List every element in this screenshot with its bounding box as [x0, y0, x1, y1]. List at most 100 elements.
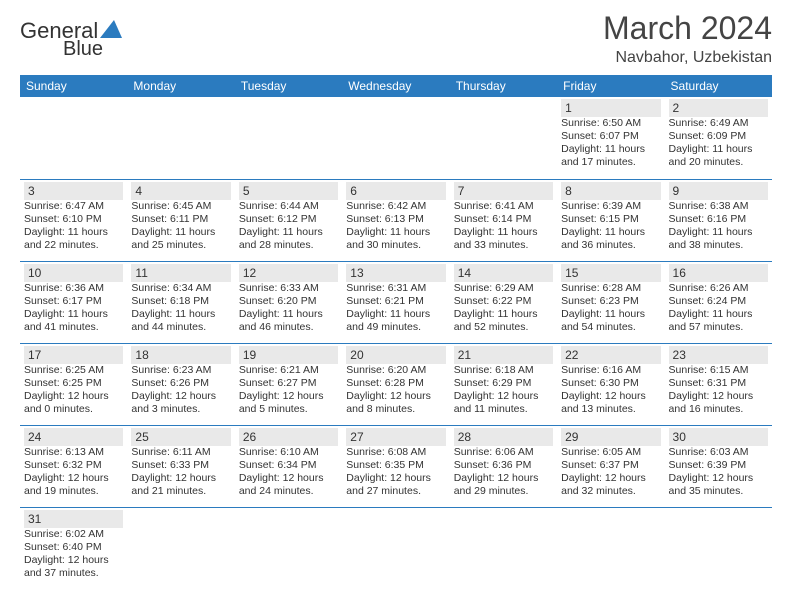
day1-text: Daylight: 11 hours	[24, 226, 123, 239]
day2-text: and 57 minutes.	[669, 321, 768, 334]
day2-text: and 24 minutes.	[239, 485, 338, 498]
calendar-cell: 4Sunrise: 6:45 AMSunset: 6:11 PMDaylight…	[127, 179, 234, 261]
day1-text: Daylight: 11 hours	[346, 308, 445, 321]
day1-text: Daylight: 11 hours	[346, 226, 445, 239]
day-number: 21	[454, 346, 553, 364]
sunset-text: Sunset: 6:11 PM	[131, 213, 230, 226]
day-number: 19	[239, 346, 338, 364]
sunrise-text: Sunrise: 6:50 AM	[561, 117, 660, 130]
calendar-cell	[127, 97, 234, 179]
location-label: Navbahor, Uzbekistan	[603, 49, 772, 67]
calendar-cell: 3Sunrise: 6:47 AMSunset: 6:10 PMDaylight…	[20, 179, 127, 261]
sunset-text: Sunset: 6:15 PM	[561, 213, 660, 226]
calendar-cell	[557, 507, 664, 589]
day2-text: and 21 minutes.	[131, 485, 230, 498]
day1-text: Daylight: 11 hours	[561, 308, 660, 321]
day2-text: and 25 minutes.	[131, 239, 230, 252]
sunrise-text: Sunrise: 6:13 AM	[24, 446, 123, 459]
calendar-cell: 9Sunrise: 6:38 AMSunset: 6:16 PMDaylight…	[665, 179, 772, 261]
day1-text: Daylight: 12 hours	[24, 390, 123, 403]
day-number: 11	[131, 264, 230, 282]
calendar-cell: 6Sunrise: 6:42 AMSunset: 6:13 PMDaylight…	[342, 179, 449, 261]
day2-text: and 33 minutes.	[454, 239, 553, 252]
calendar-cell	[342, 97, 449, 179]
day1-text: Daylight: 12 hours	[239, 390, 338, 403]
sunrise-text: Sunrise: 6:11 AM	[131, 446, 230, 459]
day2-text: and 35 minutes.	[669, 485, 768, 498]
day1-text: Daylight: 11 hours	[24, 308, 123, 321]
sunset-text: Sunset: 6:22 PM	[454, 295, 553, 308]
calendar-cell: 5Sunrise: 6:44 AMSunset: 6:12 PMDaylight…	[235, 179, 342, 261]
calendar-cell: 7Sunrise: 6:41 AMSunset: 6:14 PMDaylight…	[450, 179, 557, 261]
day1-text: Daylight: 11 hours	[669, 308, 768, 321]
calendar-cell	[235, 97, 342, 179]
calendar-cell: 2Sunrise: 6:49 AMSunset: 6:09 PMDaylight…	[665, 97, 772, 179]
day2-text: and 54 minutes.	[561, 321, 660, 334]
calendar-cell: 28Sunrise: 6:06 AMSunset: 6:36 PMDayligh…	[450, 425, 557, 507]
day-number: 1	[561, 99, 660, 117]
day1-text: Daylight: 12 hours	[24, 472, 123, 485]
day2-text: and 49 minutes.	[346, 321, 445, 334]
day-number: 2	[669, 99, 768, 117]
day-header: Tuesday	[235, 75, 342, 97]
sunset-text: Sunset: 6:17 PM	[24, 295, 123, 308]
sunrise-text: Sunrise: 6:34 AM	[131, 282, 230, 295]
day2-text: and 22 minutes.	[24, 239, 123, 252]
sunset-text: Sunset: 6:32 PM	[24, 459, 123, 472]
day-number: 25	[131, 428, 230, 446]
sunset-text: Sunset: 6:14 PM	[454, 213, 553, 226]
sunset-text: Sunset: 6:40 PM	[24, 541, 123, 554]
calendar-cell: 22Sunrise: 6:16 AMSunset: 6:30 PMDayligh…	[557, 343, 664, 425]
day1-text: Daylight: 11 hours	[239, 226, 338, 239]
day1-text: Daylight: 12 hours	[239, 472, 338, 485]
sunset-text: Sunset: 6:31 PM	[669, 377, 768, 390]
calendar-cell	[20, 97, 127, 179]
calendar-row: 31Sunrise: 6:02 AMSunset: 6:40 PMDayligh…	[20, 507, 772, 589]
calendar-cell: 21Sunrise: 6:18 AMSunset: 6:29 PMDayligh…	[450, 343, 557, 425]
day1-text: Daylight: 11 hours	[669, 143, 768, 156]
day1-text: Daylight: 12 hours	[561, 390, 660, 403]
day-number: 15	[561, 264, 660, 282]
calendar-row: 1Sunrise: 6:50 AMSunset: 6:07 PM Daylight…	[20, 97, 772, 179]
day-number: 14	[454, 264, 553, 282]
day2-text: and 29 minutes.	[454, 485, 553, 498]
calendar-cell: 31Sunrise: 6:02 AMSunset: 6:40 PMDayligh…	[20, 507, 127, 589]
sunrise-text: Sunrise: 6:20 AM	[346, 364, 445, 377]
sunrise-text: Sunrise: 6:36 AM	[24, 282, 123, 295]
sunrise-text: Sunrise: 6:47 AM	[24, 200, 123, 213]
sunset-text: Sunset: 6:25 PM	[24, 377, 123, 390]
calendar-cell: 11Sunrise: 6:34 AMSunset: 6:18 PMDayligh…	[127, 261, 234, 343]
sunset-text: Sunset: 6:13 PM	[346, 213, 445, 226]
sunrise-text: Sunrise: 6:08 AM	[346, 446, 445, 459]
day2-text: and 17 minutes.	[561, 156, 660, 169]
sunset-text: Sunset: 6:07 PM	[561, 130, 660, 143]
calendar-cell: 8Sunrise: 6:39 AMSunset: 6:15 PMDaylight…	[557, 179, 664, 261]
day-number: 12	[239, 264, 338, 282]
calendar-cell	[342, 507, 449, 589]
day2-text: and 5 minutes.	[239, 403, 338, 416]
day1-text: Daylight: 12 hours	[346, 390, 445, 403]
sunset-text: Sunset: 6:37 PM	[561, 459, 660, 472]
day1-text: Daylight: 11 hours	[669, 226, 768, 239]
day-header: Thursday	[450, 75, 557, 97]
day-number: 23	[669, 346, 768, 364]
sunset-text: Sunset: 6:29 PM	[454, 377, 553, 390]
day-number: 8	[561, 182, 660, 200]
sunrise-text: Sunrise: 6:42 AM	[346, 200, 445, 213]
calendar-cell: 13Sunrise: 6:31 AMSunset: 6:21 PMDayligh…	[342, 261, 449, 343]
title-block: March 2024 Navbahor, Uzbekistan	[603, 10, 772, 67]
day1-text: Daylight: 12 hours	[24, 554, 123, 567]
calendar-cell: 12Sunrise: 6:33 AMSunset: 6:20 PMDayligh…	[235, 261, 342, 343]
day2-text: and 11 minutes.	[454, 403, 553, 416]
sunset-text: Sunset: 6:09 PM	[669, 130, 768, 143]
calendar-cell: 17Sunrise: 6:25 AMSunset: 6:25 PMDayligh…	[20, 343, 127, 425]
day-number: 18	[131, 346, 230, 364]
sunrise-text: Sunrise: 6:26 AM	[669, 282, 768, 295]
day2-text: and 27 minutes.	[346, 485, 445, 498]
brand-logo: General Blue	[20, 18, 122, 44]
sunrise-text: Sunrise: 6:31 AM	[346, 282, 445, 295]
sunrise-text: Sunrise: 6:03 AM	[669, 446, 768, 459]
sunrise-text: Sunrise: 6:41 AM	[454, 200, 553, 213]
sunrise-text: Sunrise: 6:28 AM	[561, 282, 660, 295]
day-number: 29	[561, 428, 660, 446]
